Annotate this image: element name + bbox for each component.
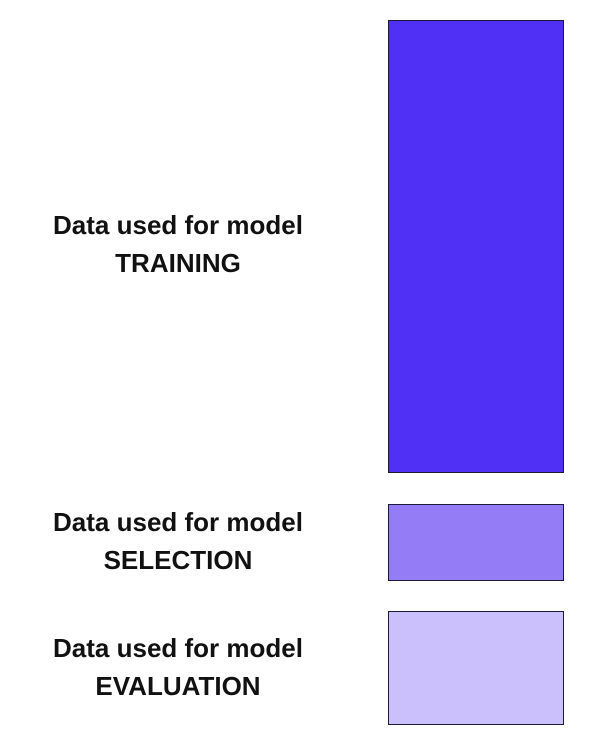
- training-label-line2: TRAINING: [115, 248, 241, 278]
- selection-data-block: [388, 504, 564, 581]
- evaluation-label-line2: EVALUATION: [95, 671, 261, 701]
- evaluation-data-block: [388, 611, 564, 725]
- training-data-block: [388, 20, 564, 473]
- evaluation-label: Data used for model EVALUATION: [20, 629, 336, 705]
- selection-label-line2: SELECTION: [103, 545, 253, 575]
- training-label: Data used for model TRAINING: [20, 206, 336, 282]
- selection-label-line1: Data used for model: [53, 507, 303, 537]
- evaluation-label-line1: Data used for model: [53, 633, 303, 663]
- selection-label: Data used for model SELECTION: [20, 503, 336, 579]
- training-label-line1: Data used for model: [53, 210, 303, 240]
